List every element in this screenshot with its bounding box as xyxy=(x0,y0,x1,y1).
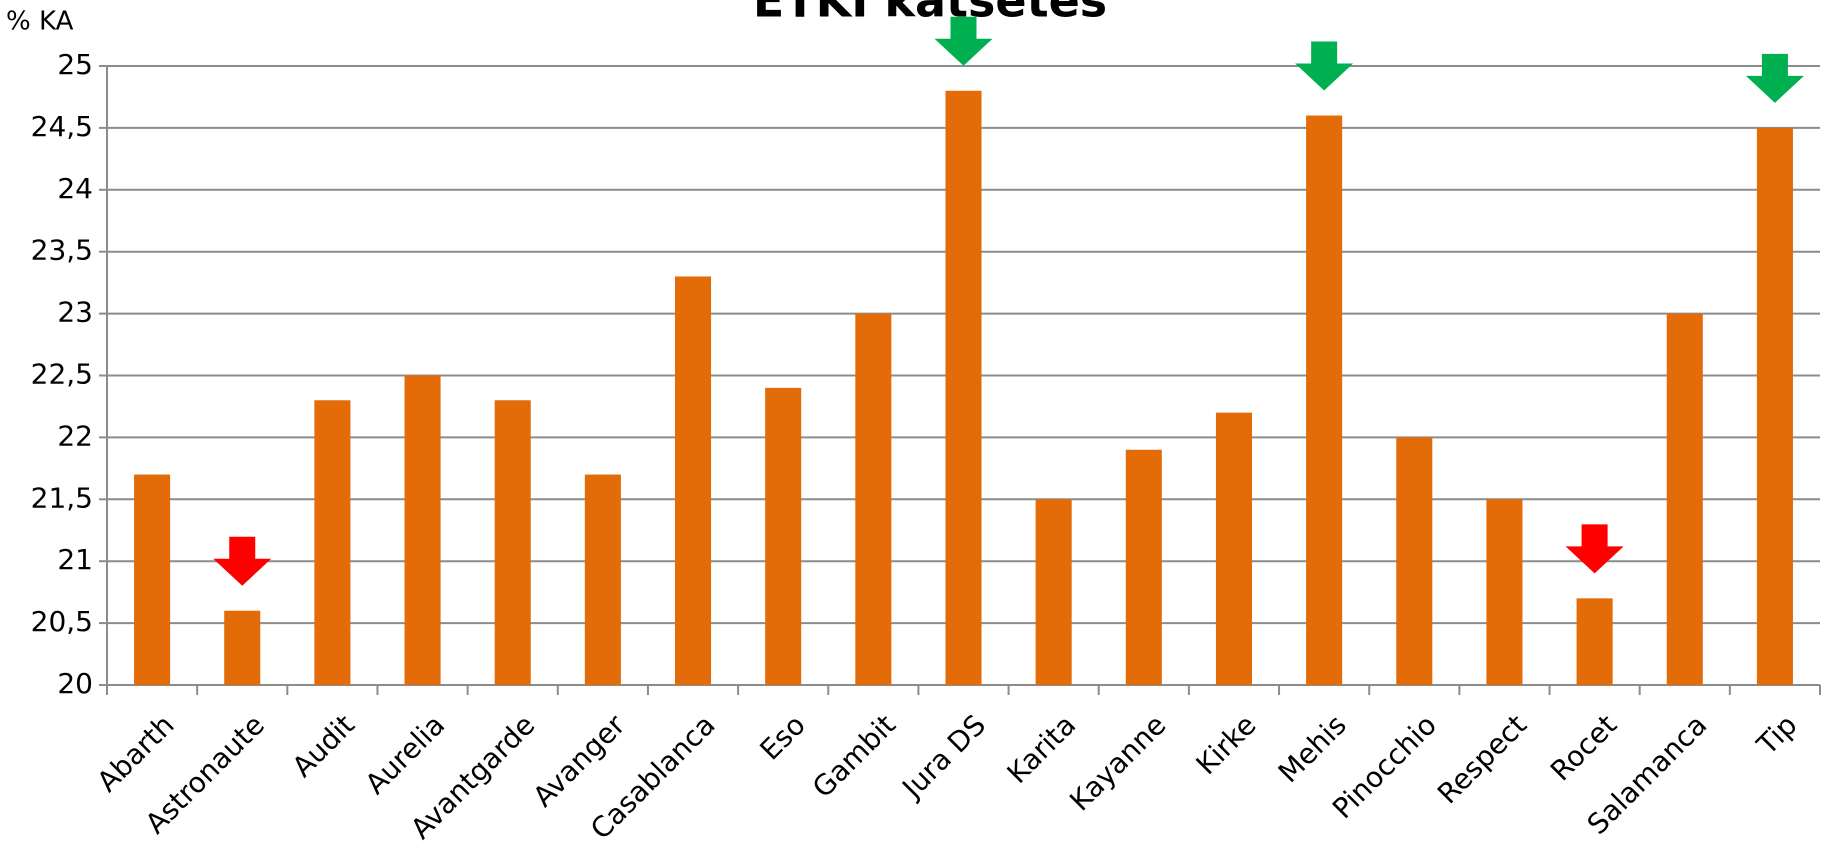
x-tick-label: Audit xyxy=(286,708,361,783)
y-tick-label: 24,5 xyxy=(31,110,93,143)
bar xyxy=(224,610,261,685)
bar xyxy=(1486,499,1523,685)
y-tick-label: 22 xyxy=(57,419,93,452)
bar xyxy=(1306,115,1343,685)
y-axis-label: % KA xyxy=(6,7,74,37)
arrow-marker xyxy=(1745,53,1804,103)
bar xyxy=(1756,127,1793,685)
x-tick-label: Gambit xyxy=(806,708,902,804)
arrow-marker xyxy=(213,536,272,586)
y-tick-label: 25 xyxy=(57,48,93,81)
y-tick-label: 21,5 xyxy=(31,481,93,514)
bar xyxy=(1125,449,1162,685)
x-tick-label: Eso xyxy=(754,708,812,766)
y-tick-label: 21 xyxy=(57,543,93,576)
bar xyxy=(1396,437,1433,685)
y-tick-label: 20,5 xyxy=(31,605,93,638)
chart-title: ETKI katsetes xyxy=(753,0,1107,28)
y-tick-label: 23 xyxy=(57,296,93,329)
bar xyxy=(1035,499,1072,685)
x-tick-label: Rocet xyxy=(1544,708,1623,787)
x-tick-label: Aurelia xyxy=(359,708,451,800)
x-tick-label: Kayanne xyxy=(1063,708,1172,817)
bar xyxy=(314,400,351,685)
x-tick-label: Abarth xyxy=(91,708,181,798)
x-tick-label: Mehis xyxy=(1272,708,1353,789)
bar xyxy=(404,375,441,685)
x-tick-label: Karita xyxy=(1001,708,1083,790)
y-tick-label: 20 xyxy=(57,667,93,700)
bar xyxy=(1666,313,1703,685)
bar xyxy=(765,387,802,685)
x-tick-label: Respect xyxy=(1431,708,1533,810)
bar xyxy=(1576,598,1613,685)
bar xyxy=(494,400,531,685)
bar xyxy=(134,474,171,685)
bar xyxy=(1215,412,1253,685)
arrow-marker xyxy=(1565,524,1624,574)
bar xyxy=(855,313,892,685)
x-tick-label: Tip xyxy=(1750,708,1804,762)
x-tick-label: Jura DS xyxy=(895,708,993,806)
y-tick-label: 22,5 xyxy=(31,358,93,391)
arrow-marker xyxy=(1295,41,1354,91)
bar xyxy=(674,276,712,685)
arrow-marker xyxy=(934,16,993,66)
y-tick-label: 23,5 xyxy=(31,234,93,267)
x-tick-label: Kirke xyxy=(1190,708,1263,781)
bar xyxy=(945,90,982,685)
y-tick-label: 24 xyxy=(57,172,93,205)
bar xyxy=(584,474,621,685)
